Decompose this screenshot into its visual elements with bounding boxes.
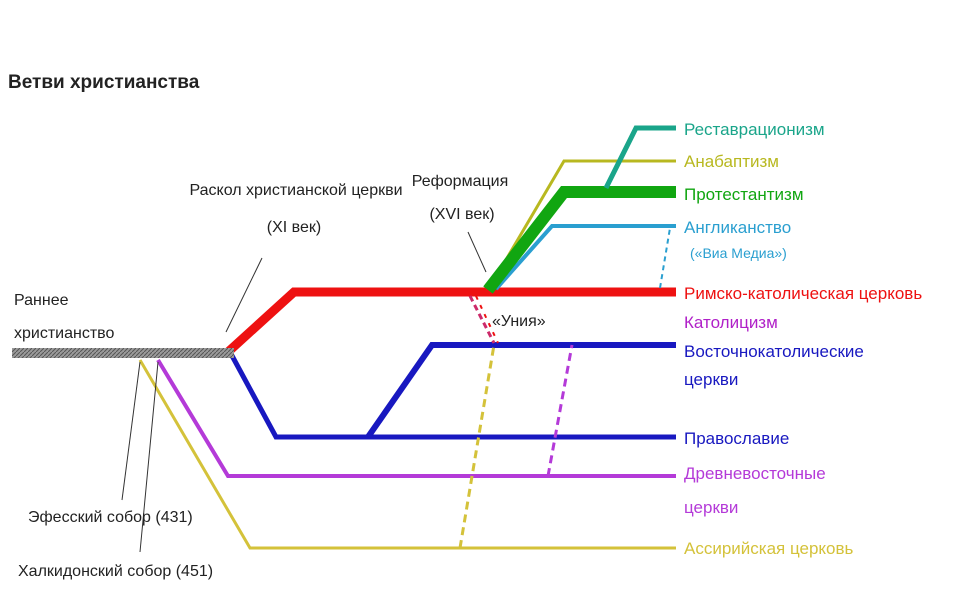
orthodoxy-label: Православие [684, 429, 789, 448]
schism-pointer [225, 257, 263, 333]
eastern-catholic-line [365, 342, 676, 439]
eastern-catholic-label-line2: церкви [684, 370, 738, 389]
orthodoxy-line [227, 350, 676, 440]
protestantism-line [483, 186, 676, 294]
oriental-orthodox-label-line1: Древневосточные [684, 464, 826, 483]
union-connector-red [475, 295, 499, 344]
anglican-catholic-connector [659, 227, 671, 289]
catholicism-label: Католицизм [684, 313, 778, 332]
early-christianity-trunk [12, 348, 234, 358]
root-label-line1: Раннее [14, 292, 69, 309]
anglicanism-sublabel: («Виа Медиа») [690, 245, 787, 261]
anabaptism-label: Анабаптизм [684, 152, 779, 171]
union-label: «Уния» [492, 313, 546, 330]
reformation-pointer [467, 231, 487, 273]
oriental-orthodox-line [156, 358, 676, 478]
ephesus-label: Эфесский собор (431) [28, 509, 193, 526]
eastern-catholic-label-line1: Восточнокатолические [684, 342, 864, 361]
assyrian-label: Ассирийская церковь [684, 539, 854, 558]
union-connector [468, 295, 496, 344]
restorationism-label: Реставрационизм [684, 120, 825, 139]
schism-label-line2: (XI век) [267, 219, 321, 236]
protestantism-label: Протестантизм [684, 185, 804, 204]
restorationism-line [603, 125, 676, 190]
oriental-catholic-connector [546, 344, 574, 477]
anabaptism-line [488, 159, 676, 288]
oriental-orthodox-label-line2: церкви [684, 498, 738, 517]
schism-label-line1: Раскол христианской церкви [189, 182, 402, 199]
root-label-line2: христианство [14, 325, 114, 342]
reformation-label-line1: Реформация [412, 173, 509, 190]
roman-catholic-line [224, 287, 676, 356]
roman-catholic-label: Римско-католическая церковь [684, 284, 922, 303]
chalcedon-label: Халкидонский собор (451) [18, 563, 213, 580]
assyrian-catholic-connector [458, 344, 496, 549]
reformation-label-line2: (XVI век) [429, 206, 494, 223]
chalcedon-pointer [139, 361, 159, 553]
anglicanism-line [494, 224, 676, 291]
ephesus-pointer [121, 361, 141, 501]
assyrian-line [138, 359, 676, 550]
anglicanism-label: Англиканство [684, 218, 791, 237]
diagram-title: Ветви христианства [8, 72, 200, 93]
